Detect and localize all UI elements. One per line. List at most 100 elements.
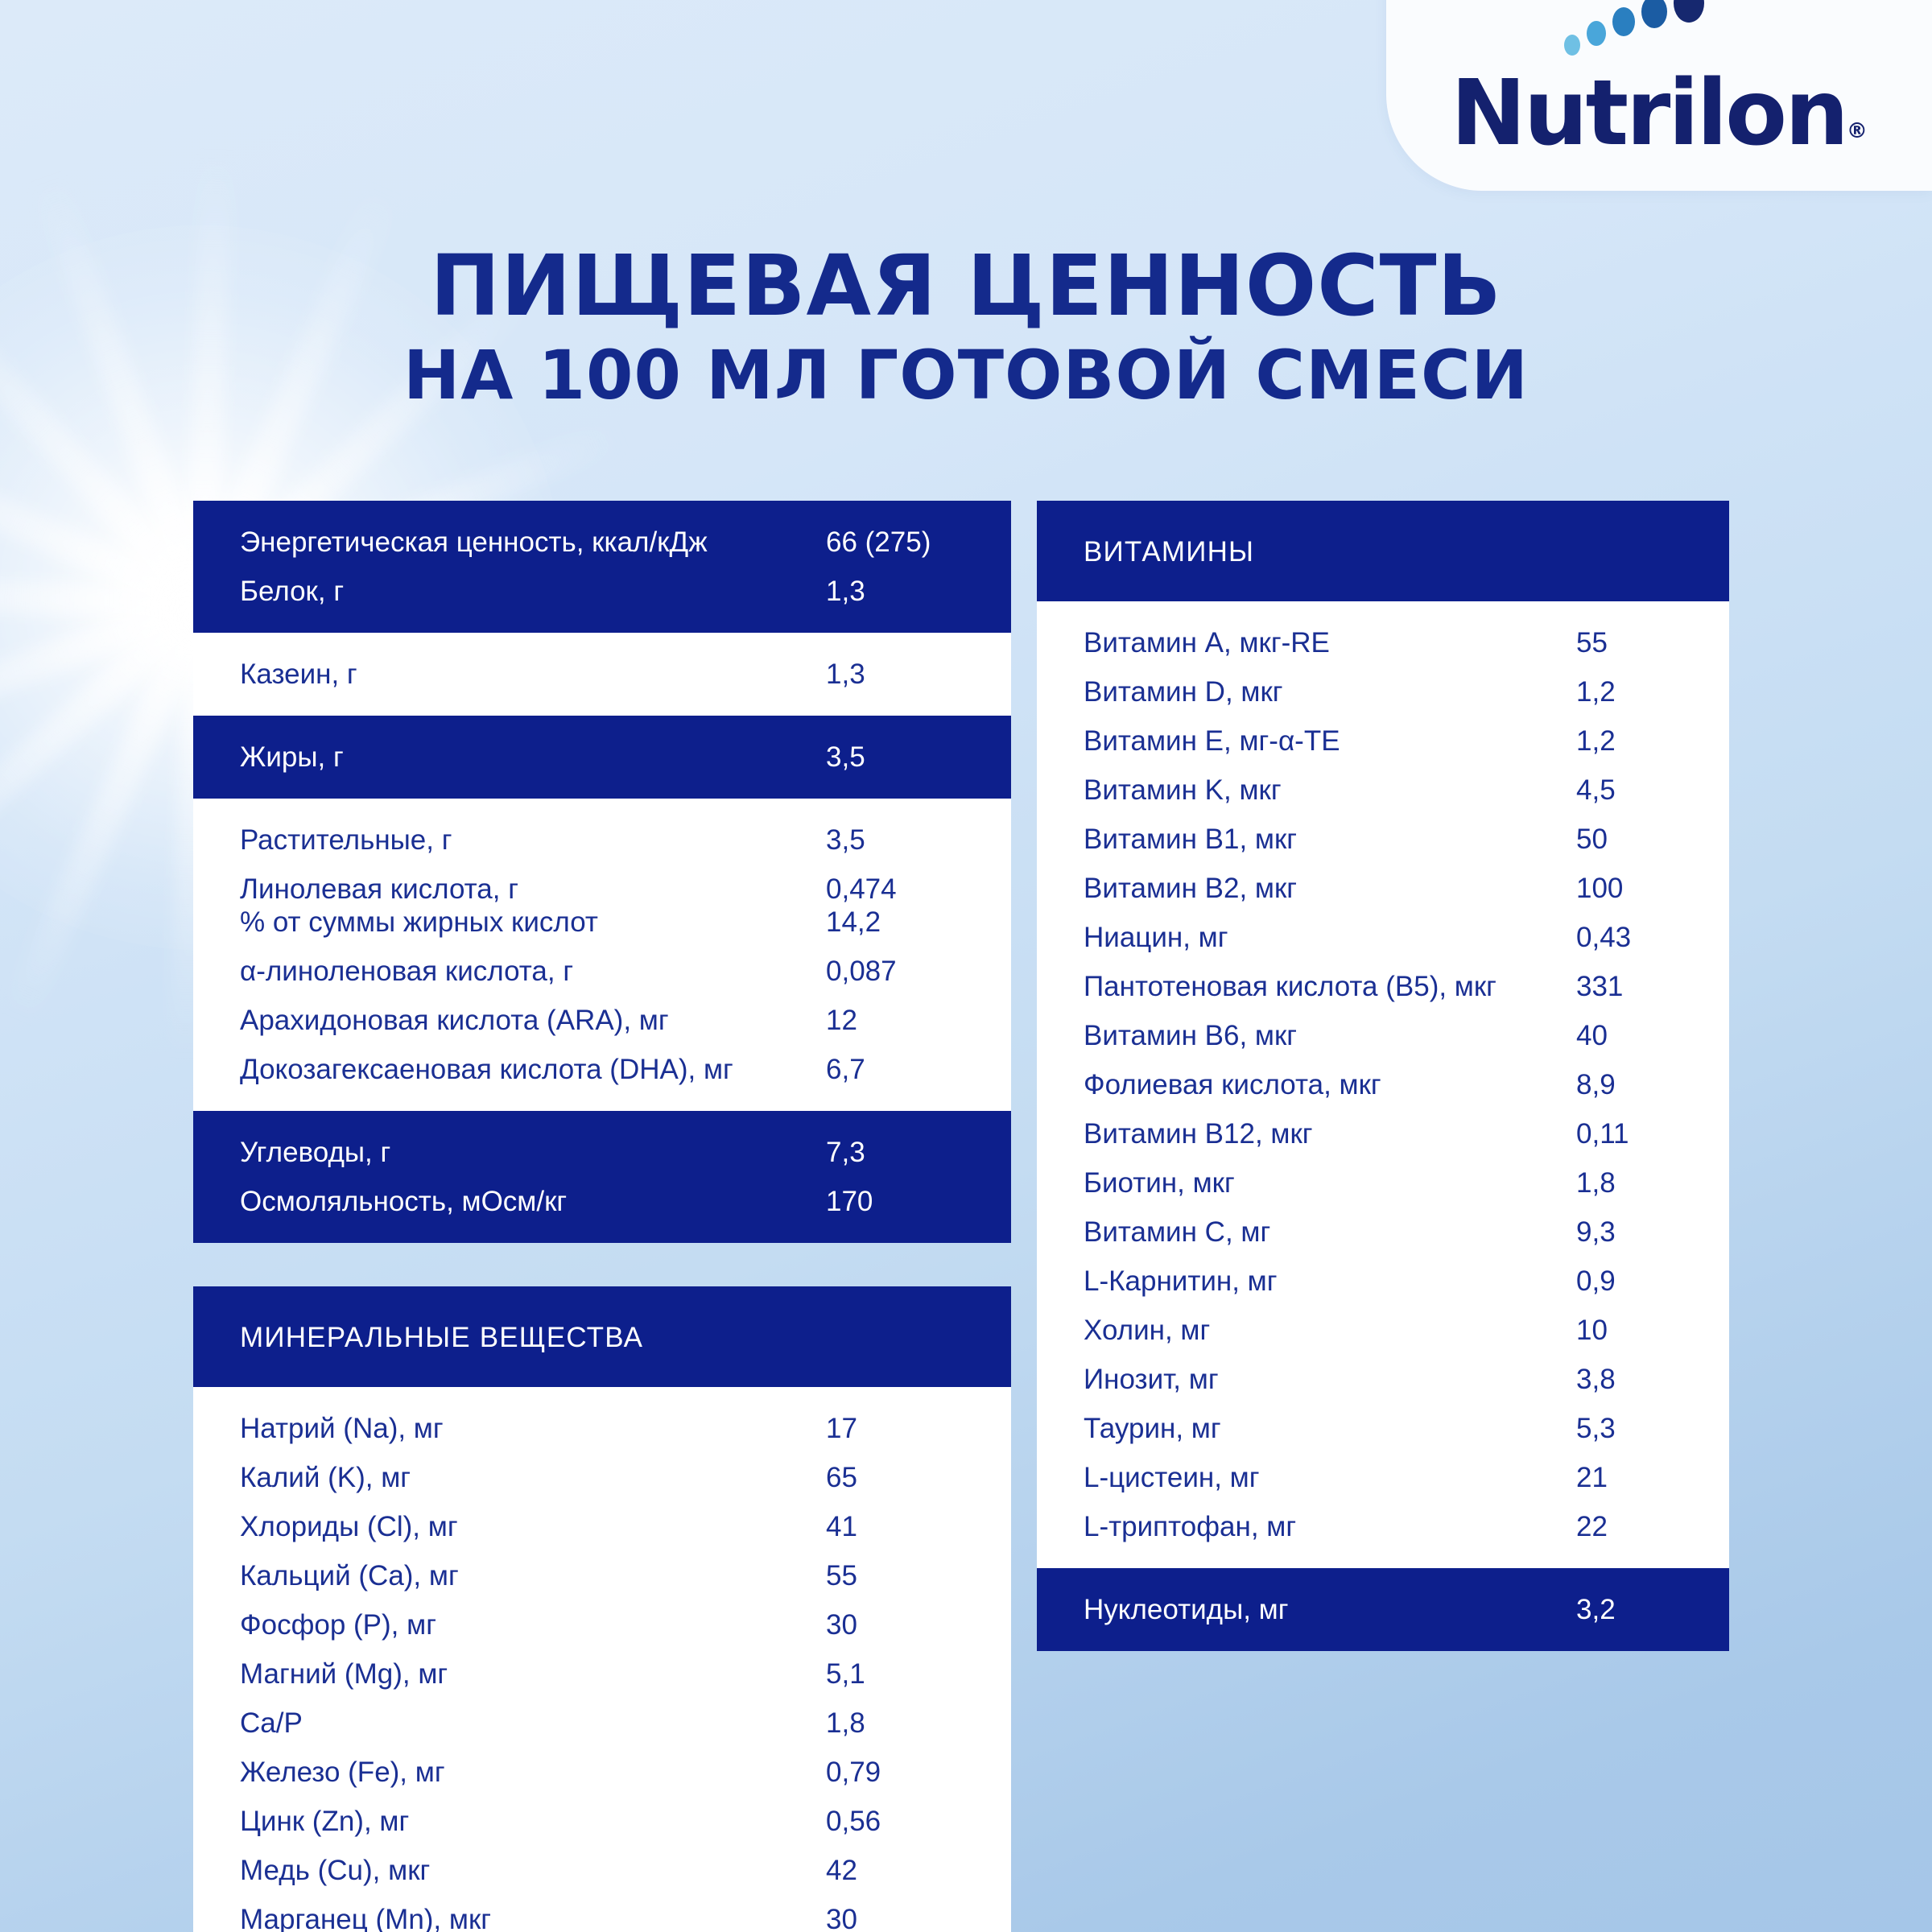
row-value: 21 <box>1576 1462 1608 1493</box>
row-label: Пантотеновая кислота (B5), мкг <box>1084 971 1496 1002</box>
row-value: 41 <box>826 1511 857 1542</box>
table-row: L-цистеин, мг 21 <box>1037 1463 1729 1492</box>
row-value: 5,3 <box>1576 1413 1616 1444</box>
row-label: Жиры, г <box>240 741 344 773</box>
vitamins-body: Витамин A, мкг-RE 55 Витамин D, мкг 1,2 Вита… <box>1037 601 1729 1568</box>
table-row: L-триптофан, мг 22 <box>1037 1513 1729 1541</box>
row-label: Холин, мг <box>1084 1315 1211 1346</box>
row-label: Фосфор (P), мг <box>240 1609 436 1641</box>
minerals-table: МИНЕРАЛЬНЫЕ ВЕЩЕСТВА Натрий (Na), мг 17 Ка… <box>193 1286 1011 1932</box>
energy-protein-rows: Энергетическая ценность, ккал/кДж 66 (275… <box>193 528 1011 605</box>
row-value: 8,9 <box>1576 1069 1616 1100</box>
macronutrients-table: Энергетическая ценность, ккал/кДж 66 (275… <box>193 501 1011 1243</box>
row-label: Линолевая кислота, г <box>240 873 518 905</box>
table-row: Фосфор (P), мг 30 <box>193 1611 1011 1639</box>
vitamins-rows: Витамин A, мкг-RE 55 Витамин D, мкг 1,2 Вита… <box>1037 629 1729 1541</box>
table-row: Холин, мг 10 <box>1037 1316 1729 1344</box>
fats-detail-group: Растительные, г 3,5 Линолевая кислота, г 0,… <box>193 799 1011 1111</box>
row-label: Марганец (Mn), мкг <box>240 1904 492 1932</box>
title-line-1: ПИЩЕВАЯ ЦЕННОСТЬ <box>430 237 1502 335</box>
row-label: Витамин B12, мкг <box>1084 1118 1313 1150</box>
table-row: Хлориды (Cl), мг 41 <box>193 1513 1011 1541</box>
row-value: 5,1 <box>826 1658 865 1690</box>
table-row: % от суммы жирных кислот 14,2 <box>193 908 1011 936</box>
vitamins-section-header: ВИТАМИНЫ <box>1037 501 1729 601</box>
energy-protein-band: Энергетическая ценность, ккал/кДж 66 (275… <box>193 501 1011 633</box>
row-value: 6,7 <box>826 1054 865 1085</box>
table-row: Осмоляльность, мОсм/кг 170 <box>193 1187 1011 1216</box>
row-label: % от суммы жирных кислот <box>240 906 598 938</box>
row-label: Ca/P <box>240 1707 303 1739</box>
casein-group: Казеин, г 1,3 <box>193 633 1011 716</box>
row-label: Калий (K), мг <box>240 1462 411 1493</box>
vitamins-heading: ВИТАМИНЫ <box>1084 536 1255 568</box>
row-value: 14,2 <box>826 906 881 938</box>
row-value: 3,5 <box>826 824 865 856</box>
left-column: Энергетическая ценность, ккал/кДж 66 (275… <box>193 501 1011 1932</box>
row-value: 30 <box>826 1904 857 1932</box>
brand-logo-card: Nutrilon® <box>1386 0 1932 191</box>
table-row: Таурин, мг 5,3 <box>1037 1414 1729 1443</box>
row-value: 10 <box>1576 1315 1608 1346</box>
row-label: Биотин, мкг <box>1084 1167 1235 1199</box>
row-label: Магний (Mg), мг <box>240 1658 448 1690</box>
table-row: Витамин B6, мкг 40 <box>1037 1022 1729 1050</box>
row-label: Докозагексаеновая кислота (DHA), мг <box>240 1054 733 1085</box>
row-value: 17 <box>826 1413 857 1444</box>
row-value: 55 <box>826 1560 857 1591</box>
row-value: 1,3 <box>826 658 865 690</box>
row-value: 0,43 <box>1576 922 1632 953</box>
row-value: 55 <box>1576 627 1608 658</box>
row-value: 331 <box>1576 971 1624 1002</box>
fats-detail-rows: Растительные, г 3,5 Линолевая кислота, г 0,… <box>193 826 1011 1084</box>
row-label: Железо (Fe), мг <box>240 1757 445 1788</box>
table-row: Витамин C, мг 9,3 <box>1037 1218 1729 1246</box>
table-row: Арахидоновая кислота (ARA), мг 12 <box>193 1006 1011 1034</box>
table-row: Ca/P 1,8 <box>193 1709 1011 1737</box>
table-row: Натрий (Na), мг 17 <box>193 1414 1011 1443</box>
fats-band: Жиры, г 3,5 <box>193 716 1011 799</box>
page-title: ПИЩЕВАЯ ЦЕННОСТЬ НА 100 МЛ ГОТОВОЙ СМЕСИ <box>0 242 1932 415</box>
table-row: Нуклеотиды, мг 3,2 <box>1037 1596 1729 1624</box>
row-label: Фолиевая кислота, мкг <box>1084 1069 1381 1100</box>
row-label: Витамин D, мкг <box>1084 676 1283 708</box>
row-label: Нуклеотиды, мг <box>1084 1594 1289 1625</box>
row-label: L-Карнитин, мг <box>1084 1265 1278 1297</box>
row-label: L-триптофан, мг <box>1084 1511 1297 1542</box>
table-row: Витамин B1, мкг 50 <box>1037 825 1729 853</box>
table-row: Витамин E, мг-α-TE 1,2 <box>1037 727 1729 755</box>
row-value: 9,3 <box>1576 1216 1616 1248</box>
table-row: Казеин, г 1,3 <box>193 660 1011 688</box>
row-label: Витамин B2, мкг <box>1084 873 1298 904</box>
table-row: Ниацин, мг 0,43 <box>1037 923 1729 952</box>
title-line-2: НА 100 МЛ ГОТОВОЙ СМЕСИ <box>403 336 1529 415</box>
table-row: Витамин D, мкг 1,2 <box>1037 678 1729 706</box>
row-value: 4,5 <box>1576 774 1616 806</box>
row-label: Таурин, мг <box>1084 1413 1221 1444</box>
row-value: 100 <box>1576 873 1624 904</box>
row-label: Белок, г <box>240 576 345 607</box>
right-column: ВИТАМИНЫ Витамин A, мкг-RE 55 Витамин D, м… <box>1037 501 1729 1651</box>
table-row: Витамин K, мкг 4,5 <box>1037 776 1729 804</box>
row-value: 22 <box>1576 1511 1608 1542</box>
table-row: Инозит, мг 3,8 <box>1037 1365 1729 1393</box>
table-row: Белок, г 1,3 <box>193 577 1011 605</box>
table-row: Кальций (Ca), мг 55 <box>193 1562 1011 1590</box>
table-row: Витамин B12, мкг 0,11 <box>1037 1120 1729 1148</box>
row-value: 3,8 <box>1576 1364 1616 1395</box>
row-value: 1,3 <box>826 576 865 607</box>
minerals-rows: Натрий (Na), мг 17 Калий (K), мг 65 Хлориды … <box>193 1414 1011 1932</box>
row-label: Арахидоновая кислота (ARA), мг <box>240 1005 669 1036</box>
row-label: Ниацин, мг <box>1084 922 1228 953</box>
table-row: Железо (Fe), мг 0,79 <box>193 1758 1011 1786</box>
row-label: Кальций (Ca), мг <box>240 1560 459 1591</box>
row-label: Осмоляльность, мОсм/кг <box>240 1186 568 1217</box>
table-row: Растительные, г 3,5 <box>193 826 1011 854</box>
row-label: Витамин B6, мкг <box>1084 1020 1298 1051</box>
table-row: Медь (Cu), мкг 42 <box>193 1856 1011 1885</box>
table-row: Жиры, г 3,5 <box>193 743 1011 771</box>
casein-rows: Казеин, г 1,3 <box>193 660 1011 688</box>
brand-name: Nutrilon <box>1451 61 1849 166</box>
table-row: Пантотеновая кислота (B5), мкг 331 <box>1037 972 1729 1001</box>
